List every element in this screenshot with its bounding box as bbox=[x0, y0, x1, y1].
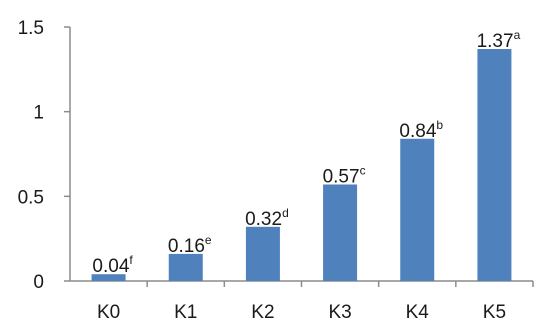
bar-k0 bbox=[91, 274, 126, 281]
y-tick-label: 0 bbox=[33, 272, 44, 293]
x-tick-label-k3: K3 bbox=[328, 302, 351, 323]
data-label-k1: 0.16e bbox=[168, 233, 212, 257]
data-label-k5: 1.37a bbox=[477, 28, 521, 52]
bar-k4 bbox=[400, 138, 435, 281]
x-tick-label-k5: K5 bbox=[483, 302, 506, 323]
x-tick-label-k1: K1 bbox=[174, 302, 197, 323]
x-tick-label-k2: K2 bbox=[251, 302, 274, 323]
data-label-k4: 0.84b bbox=[399, 118, 443, 142]
data-label-k3: 0.57c bbox=[323, 163, 366, 187]
x-axis-ticks: K0 K1 K2 K3 K4 K5 bbox=[97, 281, 534, 323]
y-tick-label: 1.5 bbox=[18, 18, 44, 39]
data-label-k2: 0.32d bbox=[245, 206, 289, 230]
y-tick-label: 1 bbox=[33, 103, 44, 124]
x-tick-label-k0: K0 bbox=[97, 302, 120, 323]
bars: 0.04f 0.16e 0.32d 0.57c 0.84b 1.37a bbox=[91, 28, 521, 281]
bar-k5 bbox=[477, 49, 512, 281]
data-label-k0: 0.04f bbox=[92, 253, 133, 277]
x-tick-label-k4: K4 bbox=[406, 302, 430, 323]
y-axis-ticks: 0 0.5 1 1.5 bbox=[18, 18, 70, 293]
bar-k1 bbox=[168, 253, 203, 281]
bar-k2 bbox=[245, 226, 280, 281]
bar-k3 bbox=[323, 184, 358, 281]
y-tick-label: 0.5 bbox=[18, 187, 44, 208]
